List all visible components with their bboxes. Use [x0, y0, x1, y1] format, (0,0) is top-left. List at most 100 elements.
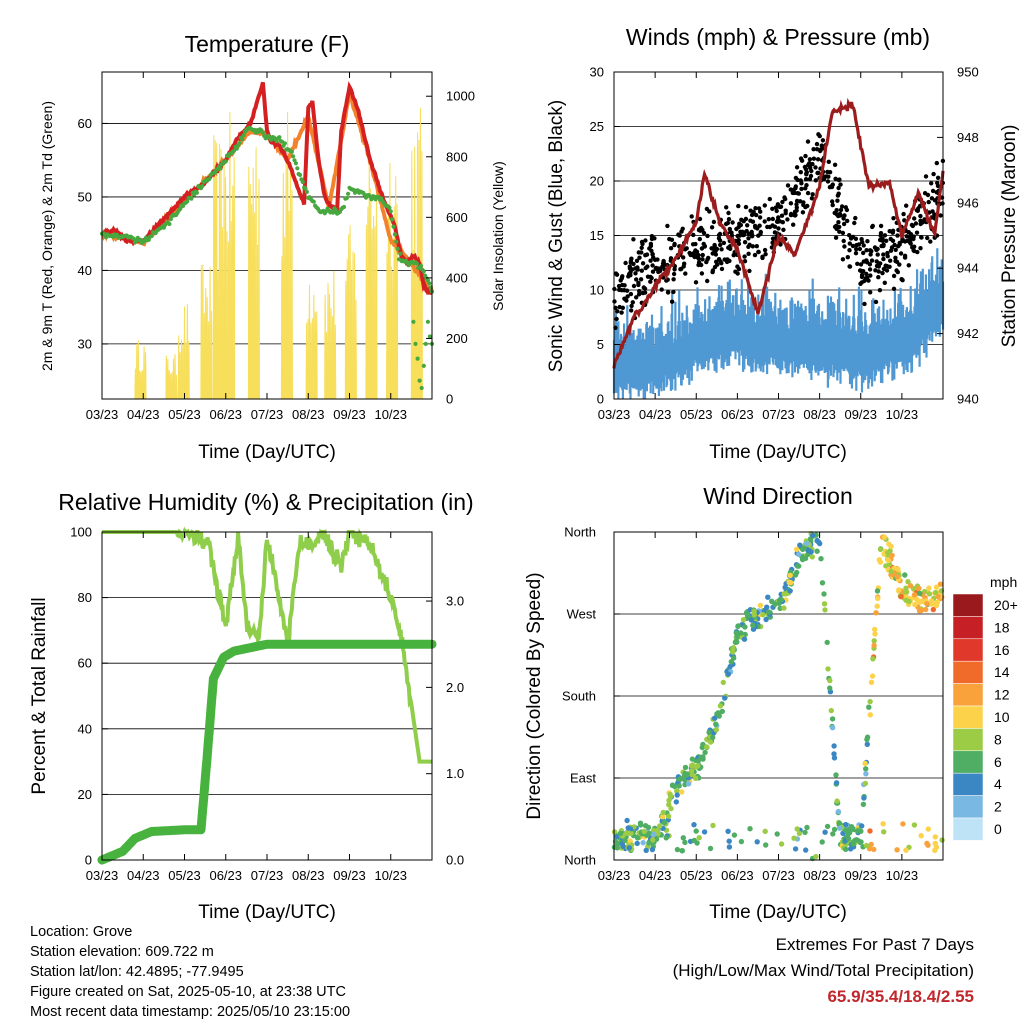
gust-point — [881, 256, 886, 262]
direction-point — [814, 548, 820, 554]
humidity-ticks: 0 20 40 60 80 100 0.0 1.0 2.0 3.0 03/23 04/23 05/23 0… — [70, 525, 464, 884]
direction-point — [874, 588, 881, 594]
gust-point — [932, 198, 938, 203]
humidity-ytick-label: 80 — [78, 590, 92, 605]
direction-point — [708, 739, 714, 745]
gust-point — [736, 203, 741, 209]
direction-point — [813, 853, 819, 860]
direction-point — [689, 763, 695, 769]
gust-point — [817, 133, 822, 139]
gust-point — [891, 216, 896, 221]
dewpoint-point — [421, 269, 426, 274]
direction-point — [926, 591, 933, 597]
solar-insolation-series — [134, 108, 423, 400]
winds-ylabel-left: Sonic Wind & Gust (Blue, Black) — [546, 100, 567, 372]
gust-point — [847, 264, 853, 269]
gust-point — [825, 179, 831, 184]
temperature-xtick-label: 09/23 — [333, 407, 366, 422]
winds-ylabel-right: Station Pressure (Maroon) — [999, 125, 1020, 348]
gust-point — [816, 170, 821, 176]
direction-point — [661, 820, 667, 826]
direction-point — [663, 835, 669, 841]
solar-insolation-curve — [200, 265, 203, 400]
solar-insolation-curve — [231, 185, 234, 400]
gust-point — [803, 166, 809, 172]
temperature-ytick-right-label: 200 — [446, 331, 468, 346]
solar-insolation-curve — [217, 271, 220, 400]
gust-point — [671, 271, 677, 277]
dewpoint-point — [282, 141, 287, 146]
gust-point — [878, 261, 883, 266]
dewpoint-point — [277, 135, 282, 140]
solar-insolation-curve — [280, 256, 283, 400]
solar-insolation-curve — [413, 146, 416, 400]
gust-point — [699, 246, 705, 251]
gust-point — [766, 217, 771, 222]
dewpoint-point — [413, 341, 418, 346]
gust-point — [631, 283, 637, 289]
direction-point — [796, 551, 802, 558]
gust-point — [783, 208, 788, 213]
gust-point — [634, 258, 640, 263]
gust-point — [914, 230, 920, 235]
direction-point — [867, 712, 873, 718]
dewpoint-point — [398, 251, 403, 256]
gust-point — [634, 295, 639, 300]
temperature-ytick-label: 40 — [78, 263, 92, 278]
gust-point — [798, 156, 804, 161]
solar-insolation-curve — [249, 184, 252, 400]
winds-ytick-label: 30 — [590, 65, 604, 80]
dewpoint-point — [346, 191, 351, 196]
direction-point — [792, 846, 799, 852]
direction-point — [871, 638, 877, 644]
direction-point — [874, 603, 880, 609]
dewpoint-point — [194, 190, 199, 195]
temperature-series — [99, 81, 435, 391]
dewpoint-point — [291, 154, 296, 159]
gust-point — [895, 233, 900, 238]
solar-insolation-curve — [206, 297, 209, 400]
direction-point — [876, 557, 882, 563]
direction-point — [937, 581, 944, 587]
direction-point — [871, 642, 877, 649]
direction-point — [702, 749, 708, 756]
direction-point — [685, 781, 692, 787]
direction-point — [873, 610, 879, 616]
humidity-ytick-label: 0 — [85, 853, 92, 868]
solar-insolation-curve — [203, 312, 206, 400]
direction-xtick-label: 03/23 — [598, 868, 631, 883]
gust-point — [637, 288, 642, 294]
gust-point — [919, 235, 924, 240]
gust-point — [781, 227, 786, 232]
winds-xtick-label: 03/23 — [598, 407, 631, 422]
humidity-ytick-right-label: 3.0 — [446, 594, 464, 609]
legend-label: 20+ — [994, 597, 1018, 613]
temperature-xtick-label: 03/23 — [86, 407, 119, 422]
dewpoint-point — [423, 341, 428, 346]
direction-point — [707, 845, 714, 852]
direction-point — [695, 763, 701, 769]
solar-insolation-curve — [352, 251, 354, 400]
direction-point — [682, 770, 688, 777]
gust-point — [774, 208, 779, 214]
direction-point — [716, 712, 722, 718]
direction-point — [733, 638, 739, 644]
station-pressure-line — [612, 97, 945, 369]
dewpoint-point — [185, 199, 190, 204]
direction-point — [916, 585, 922, 592]
gust-point — [832, 162, 838, 167]
direction-point — [926, 585, 932, 591]
gust-point — [838, 182, 843, 187]
legend-label: 14 — [994, 664, 1010, 680]
temperature-ytick-label: 50 — [78, 189, 92, 204]
gust-point — [627, 271, 632, 277]
gust-point — [861, 250, 866, 256]
direction-point — [689, 756, 696, 762]
solar-insolation-curve — [327, 282, 329, 400]
direction-point — [710, 822, 716, 829]
direction-point — [693, 828, 699, 834]
gust-point — [734, 226, 739, 232]
gust-point — [754, 212, 759, 218]
direction-point — [622, 837, 628, 844]
gust-point — [794, 202, 799, 207]
